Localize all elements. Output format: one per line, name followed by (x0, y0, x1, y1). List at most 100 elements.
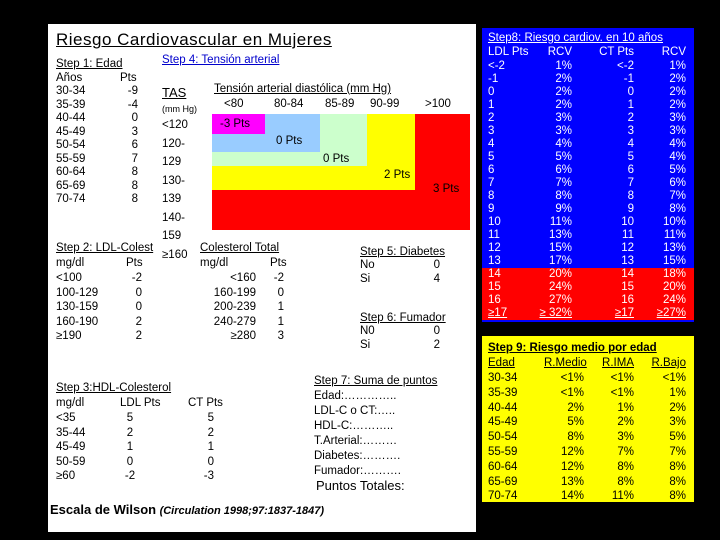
medio-cell: 3% (617, 431, 634, 444)
table-cell: 0 (135, 301, 142, 313)
riesgo-cell: 10 (488, 215, 501, 228)
medio-col-header: R.Bajo (651, 357, 686, 369)
medio-cell: <1% (662, 372, 686, 384)
table-row: ≥280 3 (200, 329, 300, 344)
table-cell: 6 (131, 139, 138, 151)
table-cell: 2 (207, 426, 214, 439)
riesgo-cell: 9 (488, 202, 495, 215)
table-row: N0 0 (360, 325, 450, 339)
table-cell: 0 (126, 455, 134, 468)
riesgo-cell: 4 (488, 137, 495, 150)
riesgo-cell: 1% (555, 59, 572, 72)
suma-line: Fumador:………. (314, 465, 401, 477)
table-cell: 0 (207, 455, 214, 468)
medio-row: 60-64 12% 8% 8% (488, 460, 690, 475)
riesgo-cell: 3% (669, 111, 686, 124)
riesgo-cell: ≥17 (488, 306, 508, 319)
medio-cell: 45-49 (488, 416, 518, 429)
table-cell: 8 (131, 179, 138, 192)
riesgo-row: 9 9% 9 8% (488, 203, 690, 216)
table-row: 60-64 8 (56, 166, 146, 180)
table-row: <160 -2 (200, 271, 300, 286)
table-cell: 2 (126, 426, 134, 439)
riesgo-cell: 8% (669, 202, 686, 215)
table-row: 70-74 8 (56, 193, 146, 207)
table-cell: 0 (131, 112, 138, 124)
table-cell: 7 (131, 152, 138, 165)
medio-row: 70-74 14% 11% 8% (488, 489, 690, 504)
table-cell: 2 (135, 330, 142, 342)
table-cell: 5 (126, 412, 134, 424)
riesgo-cell: 13 (488, 254, 501, 267)
table-cell: 70-74 (56, 193, 86, 205)
riesgo-cell: 6 (627, 163, 634, 176)
edad-heading: Step 1: Edad (56, 58, 123, 70)
table-row: 130-159 0 (56, 300, 156, 315)
medio-cell: 2% (567, 401, 584, 414)
suma-line: HDL-C:……….. (314, 420, 394, 432)
medio-cell: 8% (669, 490, 686, 503)
puntos-totales: Puntos Totales: (316, 478, 405, 493)
riesgo-cell: 3 (488, 124, 495, 137)
table-cell: 4 (433, 272, 440, 285)
riesgo-cell: 2% (555, 72, 572, 85)
table-row: 35-39 -4 (56, 99, 146, 113)
table-row: 160-190 2 (56, 315, 156, 330)
medio-cell: 50-54 (488, 431, 518, 444)
riesgo-cell: 5% (555, 150, 572, 163)
riesgo-cell: 16 (488, 293, 501, 306)
table-row: 240-279 1 (200, 315, 300, 330)
medio-cell: 55-59 (488, 445, 518, 458)
riesgo-cell: 13% (548, 228, 572, 241)
table-cell: 1 (126, 441, 134, 453)
table-cell: 130-159 (56, 301, 99, 313)
table-row: Si 4 (360, 273, 450, 287)
riesgo-row: -1 2% -1 2% (488, 73, 690, 86)
medio-panel (482, 336, 694, 502)
riesgo-row: 0 2% 0 2% (488, 86, 690, 99)
riesgo-cell: 17% (548, 254, 572, 267)
riesgo-col-header: RCV (547, 46, 572, 58)
table-cell: 50-59 (56, 455, 86, 468)
medio-cell: 12% (560, 460, 584, 473)
main-panel (48, 24, 476, 532)
table-cell: 5 (207, 412, 214, 424)
ldl-col-pts: Pts (126, 257, 143, 269)
medio-cell: 8% (617, 475, 634, 488)
table-cell: 35-44 (56, 426, 86, 439)
medio-cell: 14% (560, 490, 584, 503)
diastolic-label: Tensión arterial diastólica (mm Hg) (214, 83, 392, 95)
riesgo-row: 6 6% 6 5% (488, 164, 690, 177)
riesgo-cell: 12 (621, 241, 634, 254)
riesgo-cell: 7% (555, 176, 572, 189)
medio-cell: <1% (610, 372, 634, 384)
riesgo-col-header: LDL Pts (488, 46, 529, 58)
riesgo-row: 2 3% 2 3% (488, 112, 690, 125)
riesgo-row: 10 11% 10 10% (488, 216, 690, 229)
table-cell: 0 (277, 286, 284, 299)
riesgo-col-header: CT Pts (599, 46, 634, 58)
riesgo-row: 14 20% 14 18% (482, 267, 694, 281)
fumador-table: N0 0 Si 2 (360, 325, 450, 352)
riesgo-cell: 5 (627, 150, 634, 163)
table-cell: 160-199 (213, 286, 256, 299)
riesgo-table: LDL Pts RCV CT Pts RCV <-2 1% <-2 1% -1 2% -1 2% 0 2%… (482, 46, 694, 324)
ldl-table: <100 -2 100-129 0 130-159 0 160-190 2 ≥190 2 (56, 271, 156, 344)
table-cell: -3 (203, 470, 214, 482)
table-cell: 8 (131, 166, 138, 178)
diabetes-heading: Step 5: Diabetes (360, 246, 446, 258)
riesgo-cell: 2% (555, 98, 572, 111)
riesgo-row: 12 15% 12 13% (488, 242, 690, 255)
riesgo-cell: 7 (627, 176, 634, 189)
riesgo-cell: 20% (662, 280, 686, 293)
riesgo-cell: 24% (662, 293, 686, 306)
table-cell: 100-129 (56, 286, 99, 299)
table-cell: 1 (207, 441, 214, 453)
medio-cell: 13% (560, 475, 584, 488)
riesgo-cell: 11 (622, 228, 634, 241)
medio-cell: 30-34 (488, 372, 518, 384)
riesgo-row: <-2 1% <-2 1% (488, 60, 690, 73)
page-title: Riesgo Cardiovascular en Mujeres (56, 30, 332, 49)
riesgo-cell: 12 (488, 241, 501, 254)
